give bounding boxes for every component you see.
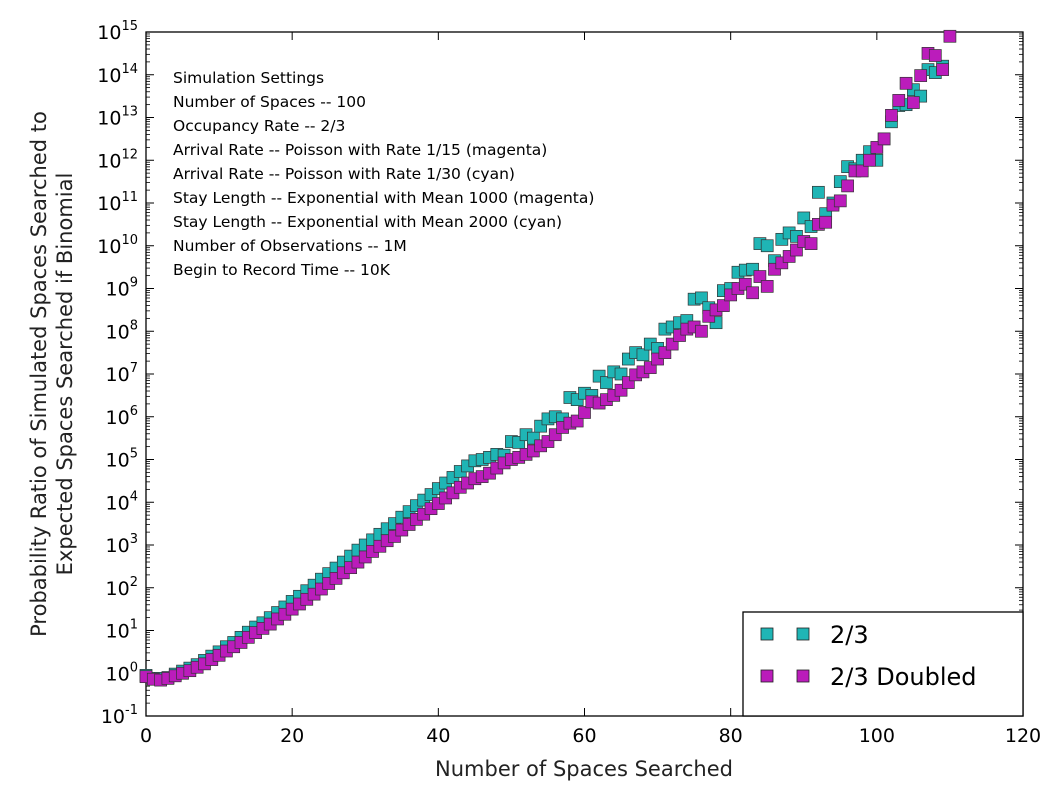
y-tick-label: 10-1	[101, 703, 138, 728]
x-axis-label: Number of Spaces Searched	[435, 757, 733, 781]
y-tick-label: 105	[106, 447, 138, 472]
data-point-series-2	[907, 96, 920, 109]
y-tick-label: 1012	[97, 147, 138, 172]
annotation-line-1: Simulation Settings	[173, 69, 324, 87]
data-point-series-2	[841, 179, 854, 193]
data-point-series-1	[636, 348, 650, 362]
legend-box	[742, 611, 1024, 717]
data-point-series-2	[804, 237, 818, 250]
annotation-line-5: Arrival Rate -- Poisson with Rate 1/30 (…	[173, 165, 515, 183]
legend-marker-1b	[796, 627, 810, 641]
data-point-series-2	[936, 63, 949, 76]
y-tick-label: 103	[106, 532, 138, 557]
y-axis-label-line-2: Expected Spaces Searched if Binomial	[53, 173, 77, 576]
annotation-line-2: Number of Spaces -- 100	[173, 93, 366, 111]
x-tick-label: 120	[1005, 725, 1041, 747]
x-tick-label: 80	[719, 725, 743, 747]
annotation-line-7: Stay Length -- Exponential with Mean 200…	[173, 213, 562, 231]
legend: 2/3 2/3 Doubled	[742, 611, 1024, 717]
data-point-series-1	[600, 376, 613, 389]
x-tick-label: 40	[426, 725, 450, 747]
y-tick-label: 101	[106, 618, 138, 643]
data-points	[139, 29, 957, 687]
y-axis-label-line-1: Probability Ratio of Simulated Spaces Se…	[27, 111, 51, 637]
annotation-line-4: Arrival Rate -- Poisson with Rate 1/15 (…	[173, 141, 547, 159]
legend-label-2: 2/3 Doubled	[830, 663, 977, 691]
annotation-line-9: Begin to Record Time -- 10K	[173, 261, 391, 279]
data-point-series-2	[885, 109, 898, 122]
y-tick-label: 106	[106, 404, 138, 429]
y-tick-label: 1011	[97, 190, 138, 215]
data-point-series-1	[760, 239, 774, 253]
data-point-series-2	[746, 286, 759, 300]
data-point-series-2	[819, 215, 833, 229]
legend-marker-2a	[760, 669, 774, 683]
y-tick-label: 102	[106, 575, 138, 600]
x-tick-label: 0	[140, 725, 152, 747]
data-point-series-2	[855, 164, 869, 178]
data-point-series-2	[833, 194, 847, 208]
legend-entry-1: 2/3	[760, 621, 869, 649]
y-tick-label: 100	[106, 660, 138, 685]
annotation-line-3: Occupancy Rate -- 2/3	[173, 117, 345, 135]
legend-marker-1a	[760, 627, 774, 641]
x-tick-label: 20	[280, 725, 304, 747]
data-point-series-1	[695, 291, 708, 305]
x-tick-label: 100	[859, 725, 895, 747]
data-point-series-2	[695, 324, 708, 338]
y-tick-label: 108	[106, 318, 138, 343]
data-point-series-2	[760, 280, 774, 293]
y-tick-label: 107	[106, 361, 138, 386]
annotation-line-8: Number of Observations -- 1M	[173, 237, 407, 255]
data-point-series-2	[717, 299, 730, 312]
y-tick-label: 1010	[97, 233, 138, 258]
y-tick-label: 1014	[97, 62, 138, 87]
data-point-series-2	[753, 270, 767, 283]
data-point-series-2	[899, 76, 913, 90]
legend-entry-2: 2/3 Doubled	[760, 663, 977, 691]
legend-marker-2b	[796, 669, 810, 683]
x-tick-label: 60	[572, 725, 596, 747]
y-tick-label: 1015	[97, 19, 138, 44]
y-tick-label: 104	[106, 489, 138, 514]
data-point-series-2	[578, 406, 591, 419]
data-point-series-2	[943, 29, 957, 43]
data-point-series-2	[892, 94, 906, 107]
simulation-settings-annotation: Simulation Settings Number of Spaces -- …	[173, 69, 594, 279]
data-point-series-2	[863, 153, 876, 167]
axis-ticks: 0 20 40 60 80 100 120 10-1 100 101 102 103 104 105 106…	[97, 19, 1041, 747]
data-point-series-2	[914, 69, 928, 82]
data-point-series-1	[812, 185, 825, 199]
y-tick-label: 109	[106, 276, 138, 301]
annotation-line-6: Stay Length -- Exponential with Mean 100…	[173, 189, 594, 207]
data-point-series-2	[877, 132, 891, 146]
data-point-series-2	[928, 49, 942, 62]
legend-label-1: 2/3	[830, 621, 869, 649]
y-tick-label: 1013	[97, 105, 138, 130]
